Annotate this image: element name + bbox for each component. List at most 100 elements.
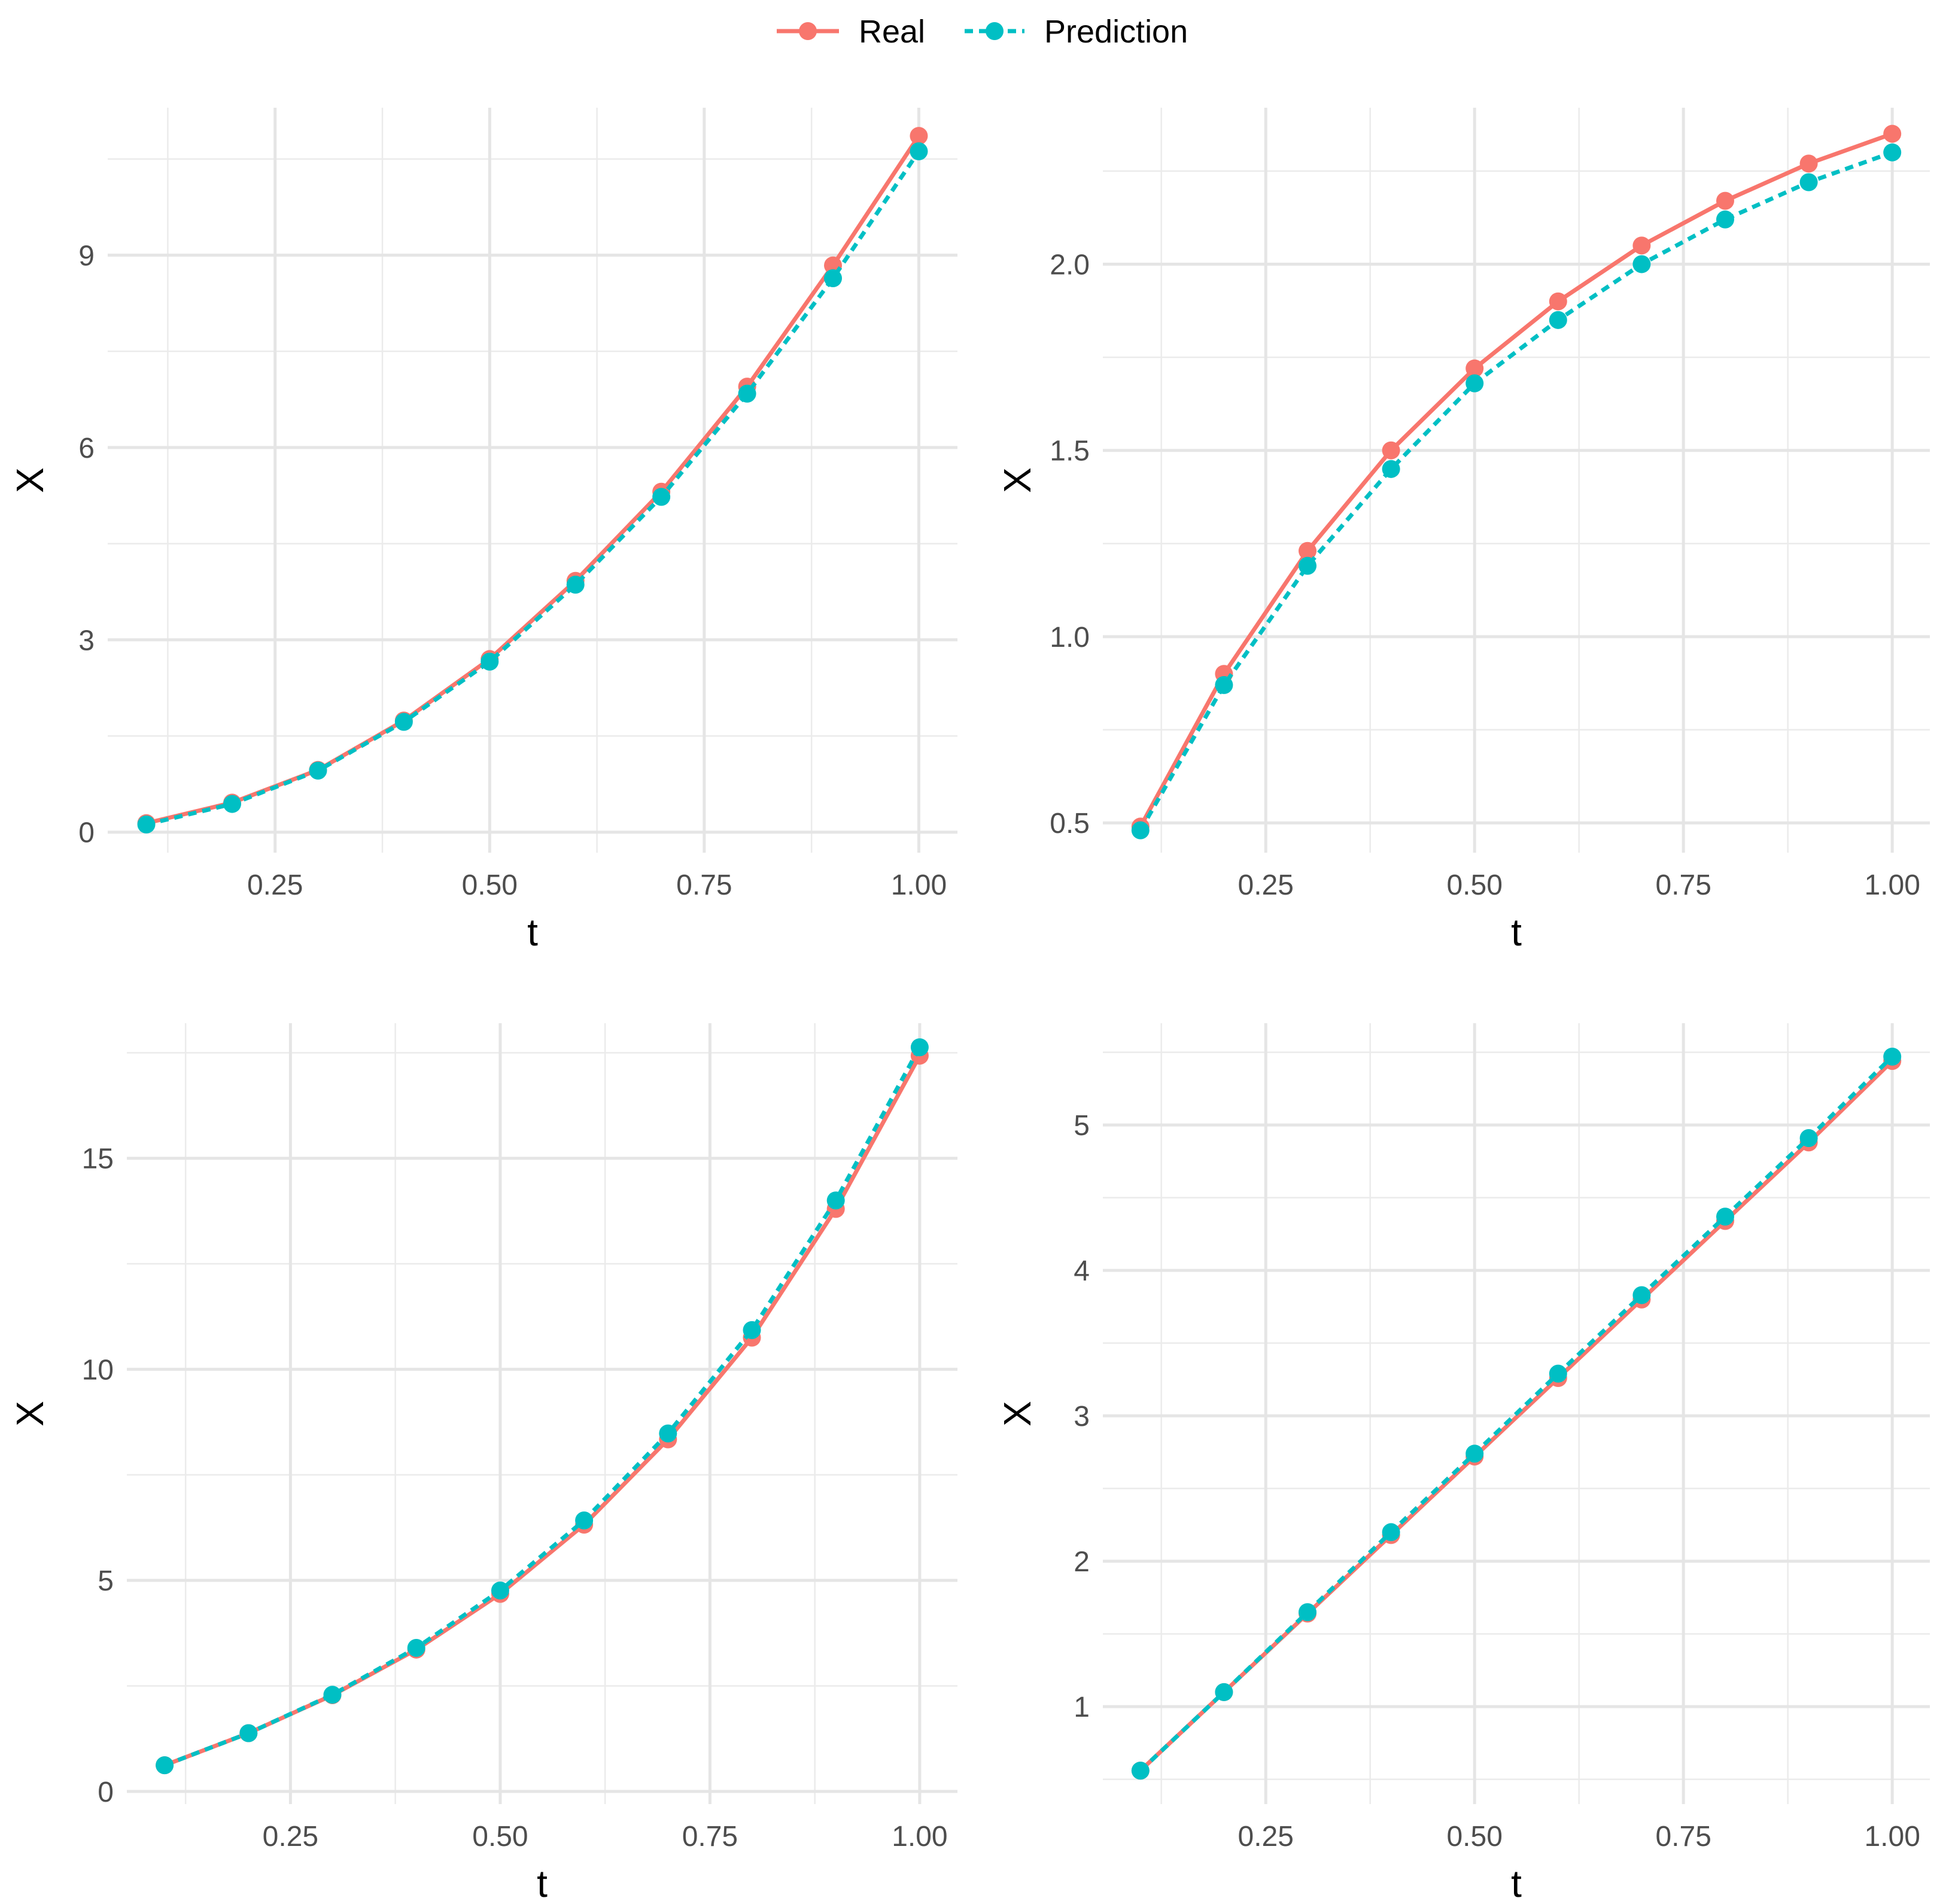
data-point-prediction: [910, 1038, 929, 1057]
y-tick-label: 5: [1074, 1110, 1090, 1142]
data-point-real: [1883, 124, 1902, 143]
y-tick-label: 0.5: [1050, 808, 1090, 840]
legend-item-prediction: Prediction: [965, 14, 1188, 50]
series-line-prediction: [145, 150, 921, 827]
x-tick-label: 0.75: [1655, 869, 1711, 901]
y-axis-title: X: [8, 1401, 51, 1427]
data-point-prediction: [1299, 556, 1317, 575]
data-point-real: [1549, 292, 1567, 311]
data-point-prediction: [137, 815, 156, 834]
data-point-prediction: [743, 1321, 761, 1339]
series-line-real: [145, 135, 921, 826]
data-point-real: [1716, 191, 1734, 210]
y-axis-title: X: [996, 1401, 1039, 1427]
x-tick-label: 1.00: [892, 1821, 947, 1853]
data-point-prediction: [323, 1686, 342, 1704]
y-tick-label: 6: [78, 433, 95, 464]
y-tick-label: 3: [78, 625, 95, 656]
y-tick-label: 2.0: [1050, 249, 1090, 281]
data-point-prediction: [239, 1724, 258, 1742]
panel-1: 0.25 0.50 0.75 1.00 0 3 6 9 t X: [8, 108, 957, 954]
data-point-prediction: [491, 1581, 509, 1600]
x-axis-title: t: [537, 1862, 548, 1904]
x-tick-label: 1.00: [1864, 869, 1920, 901]
data-point-prediction: [1131, 1762, 1150, 1780]
x-tick-label: 0.25: [1238, 869, 1294, 901]
data-point-real: [1465, 359, 1484, 378]
data-point-prediction: [1883, 143, 1902, 162]
data-point-prediction: [1465, 374, 1484, 393]
data-point-prediction: [1883, 1047, 1902, 1066]
series-line-real: [1138, 132, 1893, 828]
legend-point-real: [799, 22, 817, 40]
data-point-prediction: [1382, 460, 1400, 478]
series-line-prediction: [1138, 150, 1893, 832]
y-tick-label: 15: [82, 1143, 114, 1175]
x-tick-label: 0.75: [676, 869, 732, 901]
panel-3: 0.25 0.50 0.75 1.00 0 5 10 15 t X: [8, 1023, 957, 1904]
legend-label-prediction: Prediction: [1044, 14, 1188, 50]
data-point-prediction: [1299, 1603, 1317, 1622]
x-tick-label: 1.00: [891, 869, 947, 901]
data-point-prediction: [824, 269, 843, 287]
x-axis-title: t: [527, 911, 538, 954]
data-point-prediction: [1799, 173, 1818, 191]
series-line-prediction: [163, 1046, 922, 1768]
x-tick-label: 0.50: [1446, 869, 1502, 901]
x-tick-label: 0.50: [462, 869, 518, 901]
x-tick-label: 0.50: [472, 1821, 528, 1853]
data-point-prediction: [1716, 1208, 1734, 1226]
data-point-prediction: [1799, 1129, 1818, 1147]
y-axis-title: X: [8, 467, 51, 493]
data-point-prediction: [1549, 311, 1567, 329]
y-tick-label: 9: [78, 240, 95, 272]
data-point-prediction: [1465, 1444, 1484, 1463]
y-tick-label: 0: [98, 1777, 114, 1808]
legend-item-real: Real: [777, 14, 925, 50]
y-tick-label: 1.0: [1050, 622, 1090, 653]
x-tick-label: 0.75: [1655, 1821, 1711, 1853]
y-tick-label: 3: [1074, 1401, 1090, 1432]
x-tick-label: 1.00: [1864, 1821, 1920, 1853]
data-point-prediction: [1215, 1683, 1233, 1701]
data-point-prediction: [156, 1756, 174, 1775]
data-point-real: [1632, 236, 1651, 255]
data-point-prediction: [1131, 821, 1150, 840]
series-line-real: [1139, 1059, 1894, 1772]
legend-label-real: Real: [859, 14, 925, 50]
data-point-prediction: [652, 488, 671, 506]
legend-point-prediction: [986, 22, 1004, 40]
data-point-real: [1799, 154, 1818, 173]
y-tick-label: 5: [98, 1565, 114, 1597]
x-tick-label: 0.50: [1446, 1821, 1502, 1853]
y-tick-label: 10: [82, 1354, 114, 1386]
data-point-prediction: [575, 1511, 594, 1529]
x-axis-title: t: [1511, 1862, 1522, 1904]
series-line-real: [163, 1054, 922, 1768]
data-point-prediction: [481, 652, 499, 671]
data-point-real: [1382, 441, 1400, 460]
panel-2: 0.25 0.50 0.75 1.00 0.5 1.0 1.5 2.0 t X: [996, 108, 1930, 954]
data-point-prediction: [566, 576, 585, 594]
data-point-prediction: [407, 1639, 425, 1657]
y-tick-label: 0: [78, 817, 95, 849]
data-point-prediction: [223, 795, 241, 813]
legend: Real Prediction: [777, 14, 1188, 50]
data-point-real: [910, 127, 928, 145]
y-tick-label: 1: [1074, 1692, 1090, 1723]
y-tick-label: 4: [1074, 1255, 1090, 1287]
data-point-prediction: [659, 1424, 677, 1443]
y-tick-label: 2: [1074, 1546, 1090, 1578]
series-line-prediction: [1139, 1055, 1894, 1772]
data-point-prediction: [1382, 1523, 1400, 1541]
x-tick-label: 0.25: [263, 1821, 318, 1853]
data-point-prediction: [309, 761, 327, 780]
x-axis-title: t: [1511, 911, 1522, 954]
data-point-prediction: [1716, 210, 1734, 229]
data-point-prediction: [1215, 676, 1233, 694]
data-point-prediction: [738, 384, 756, 403]
x-tick-label: 0.75: [682, 1821, 738, 1853]
data-point-real: [1299, 542, 1317, 560]
y-tick-label: 1.5: [1050, 436, 1090, 467]
